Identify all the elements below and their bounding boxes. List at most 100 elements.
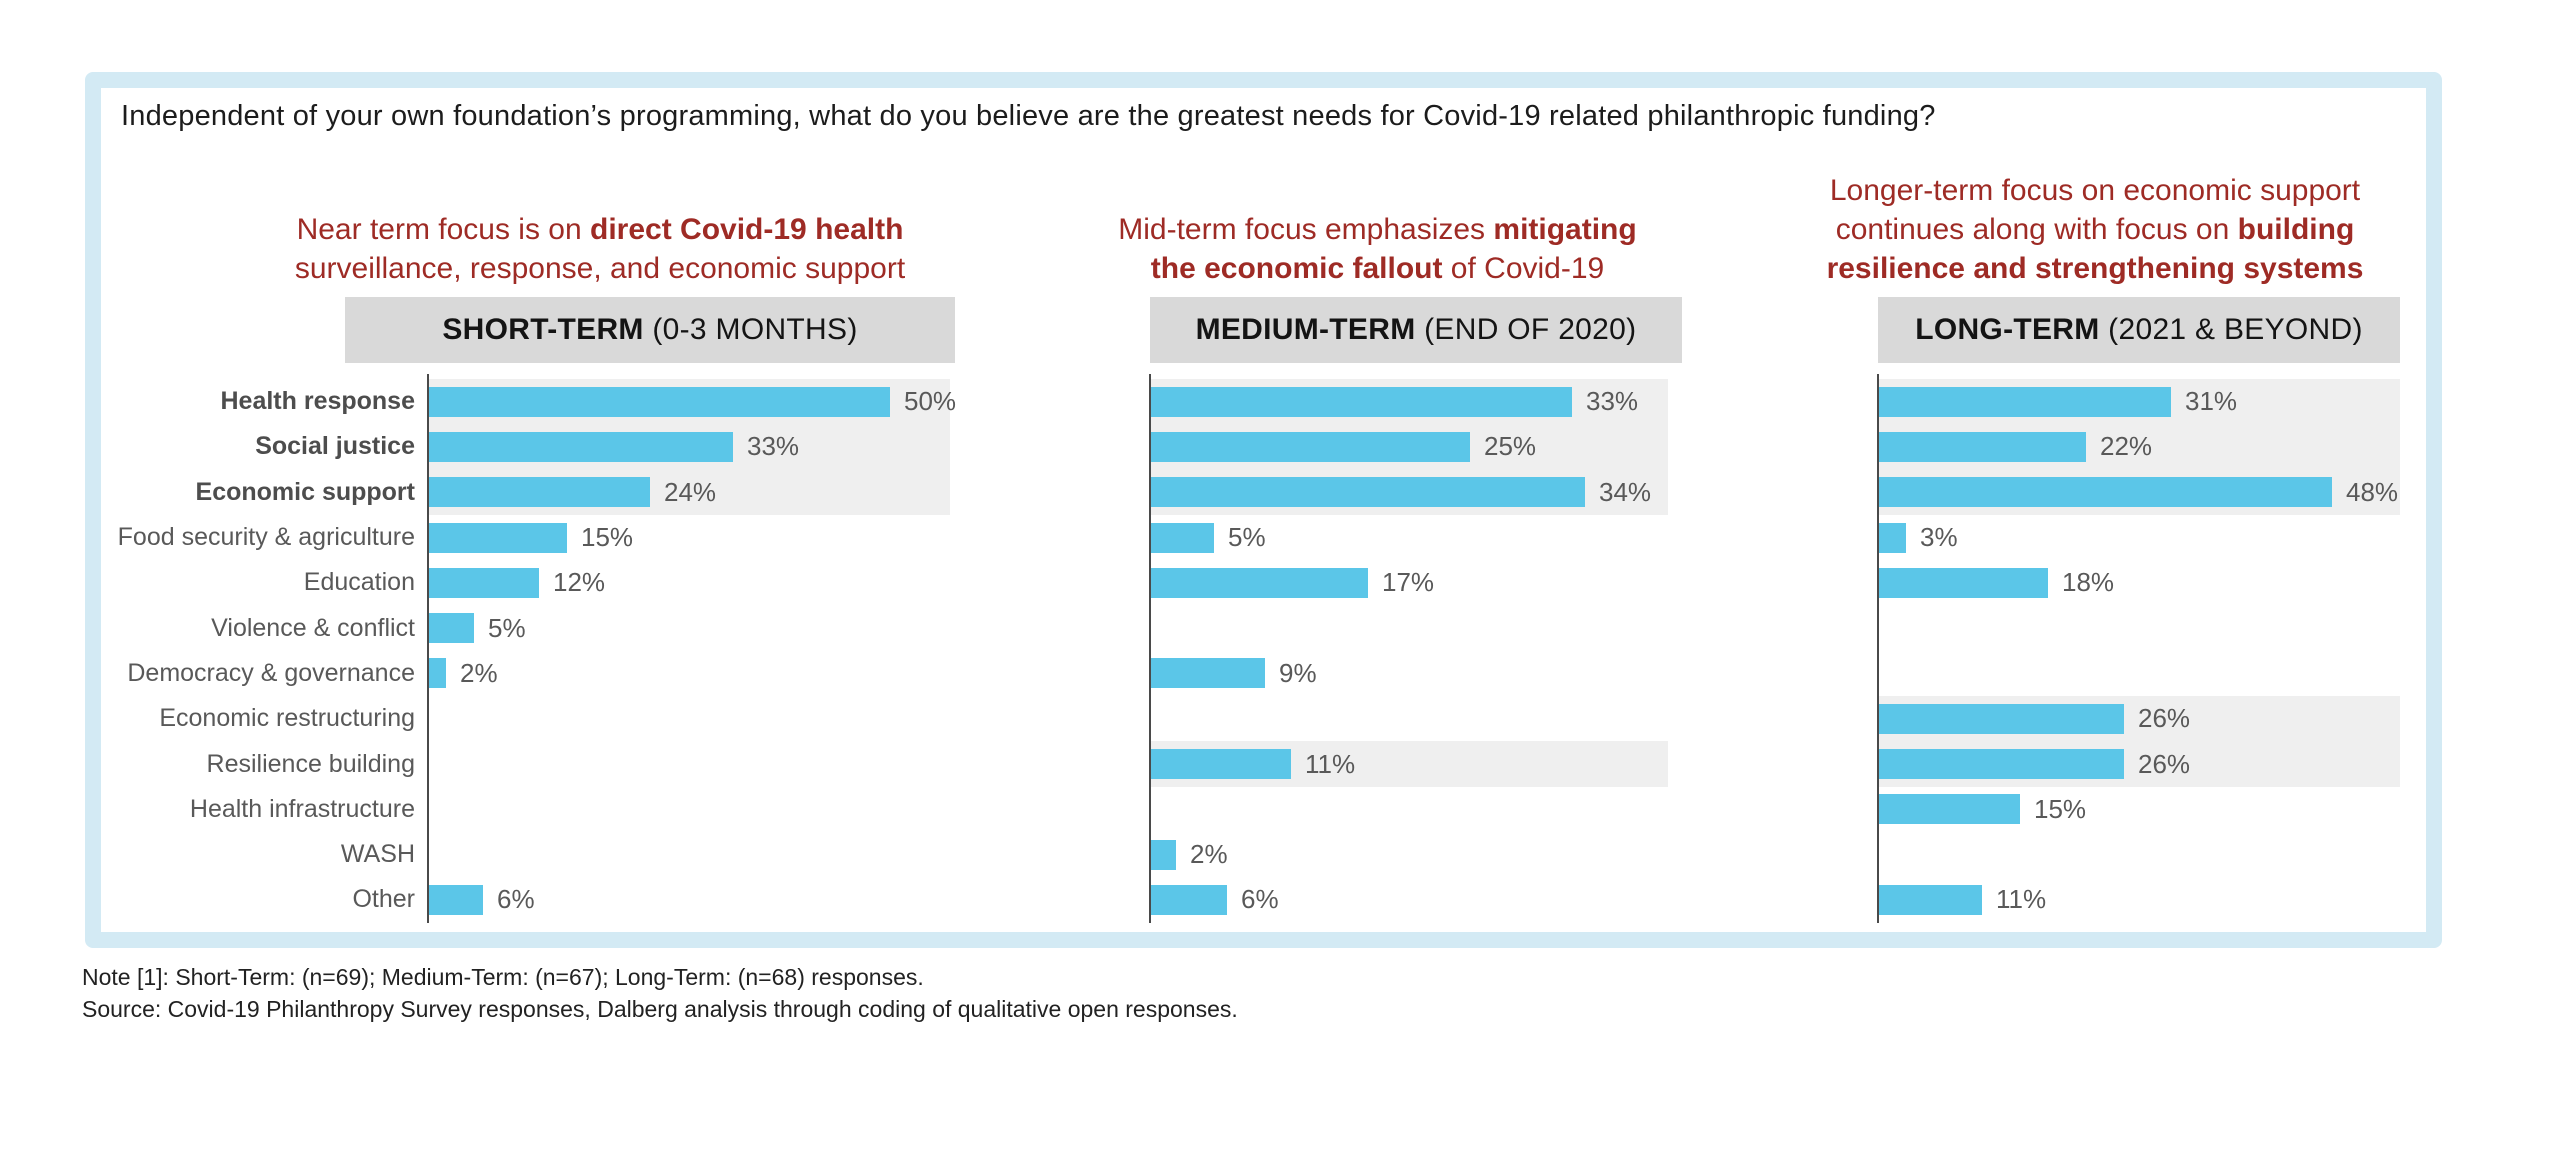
bar xyxy=(428,477,650,508)
value-label: 17% xyxy=(1382,567,1435,598)
annotation-medium-term: Mid-term focus emphasizes mitigating the … xyxy=(1055,210,1700,288)
bar xyxy=(1878,431,2086,462)
footnote-source: Source: Covid-19 Philanthropy Survey res… xyxy=(82,996,1238,1022)
value-label: 2% xyxy=(460,657,498,688)
annotation-short-term: Near term focus is on direct Covid-19 he… xyxy=(240,210,960,288)
bar xyxy=(428,522,567,553)
value-label: 48% xyxy=(2346,476,2399,507)
annotation-segment: Longer-term focus on economic support xyxy=(1829,174,2361,207)
bar xyxy=(1878,749,2124,780)
bar xyxy=(1150,431,1470,462)
value-label: 11% xyxy=(1996,884,2047,915)
axis-line xyxy=(1149,374,1151,923)
panel-header-term-label: LONG-TERM xyxy=(1915,313,2100,346)
value-label: 3% xyxy=(1920,522,1958,553)
category-label: Food security & agriculture xyxy=(117,523,415,552)
panel-header-medium-term: MEDIUM-TERM (END OF 2020) xyxy=(1150,297,1682,363)
value-label: 33% xyxy=(747,431,800,462)
annotation-segment: mitigating xyxy=(1493,213,1637,246)
value-label: 31% xyxy=(2185,386,2238,417)
panel-header-term-label: SHORT-TERM xyxy=(442,313,644,346)
bar xyxy=(428,431,733,462)
panel-header-period-label: (END OF 2020) xyxy=(1415,313,1637,346)
bar xyxy=(428,884,483,915)
category-label: Resilience building xyxy=(206,749,415,778)
axis-line xyxy=(427,374,429,923)
bar xyxy=(1878,794,2020,825)
annotation-long-term: Longer-term focus on economic support con… xyxy=(1760,171,2430,288)
panel-header-term-label: MEDIUM-TERM xyxy=(1195,313,1416,346)
annotation-line: Near term focus is on direct Covid-19 he… xyxy=(240,210,960,249)
footnote-note: Note [1]: Short-Term: (n=69); Medium-Ter… xyxy=(82,964,924,990)
value-label: 6% xyxy=(1241,884,1279,915)
annotation-segment: resilience and strengthening systems xyxy=(1826,252,2364,285)
value-label: 34% xyxy=(1599,476,1652,507)
value-label: 11% xyxy=(1305,748,1356,779)
bar xyxy=(1150,522,1214,553)
panel-header-short-term: SHORT-TERM (0-3 MONTHS) xyxy=(345,297,955,363)
bar xyxy=(1150,884,1227,915)
bar xyxy=(1150,567,1368,598)
bar xyxy=(428,567,539,598)
annotation-line: the economic fallout of Covid-19 xyxy=(1055,249,1700,288)
value-label: 6% xyxy=(497,884,535,915)
annotation-segment: direct Covid-19 health xyxy=(590,213,904,246)
value-label: 25% xyxy=(1484,431,1537,462)
value-label: 26% xyxy=(2138,703,2191,734)
category-label: Economic restructuring xyxy=(159,704,415,733)
annotation-line: surveillance, response, and economic sup… xyxy=(240,249,960,288)
bar xyxy=(1150,658,1265,689)
bar xyxy=(428,613,474,644)
category-label: Social justice xyxy=(255,432,415,461)
bar xyxy=(1878,567,2048,598)
annotation-line: resilience and strengthening systems xyxy=(1760,249,2430,288)
survey-question-title: Independent of your own foundation’s pro… xyxy=(121,100,1936,132)
category-label: Economic support xyxy=(195,477,415,506)
value-label: 2% xyxy=(1190,839,1228,870)
annotation-line: Longer-term focus on economic support xyxy=(1760,171,2430,210)
value-label: 15% xyxy=(2034,793,2087,824)
panel-header-period-label: (2021 & BEYOND) xyxy=(2099,313,2363,346)
annotation-segment: continues along with focus on xyxy=(1835,213,2238,246)
value-label: 9% xyxy=(1279,657,1317,688)
bar xyxy=(428,658,446,689)
category-label: Health infrastructure xyxy=(189,794,415,823)
value-label: 18% xyxy=(2062,567,2115,598)
bar xyxy=(1150,386,1572,417)
annotation-segment: of Covid-19 xyxy=(1442,252,1605,285)
value-label: 5% xyxy=(1228,522,1266,553)
value-label: 12% xyxy=(553,567,606,598)
bar xyxy=(1878,884,1982,915)
annotation-line: Mid-term focus emphasizes mitigating xyxy=(1055,210,1700,249)
category-label: WASH xyxy=(340,840,415,869)
annotation-segment: Mid-term focus emphasizes xyxy=(1118,213,1494,246)
value-label: 50% xyxy=(904,386,957,417)
annotation-segment: the economic fallout xyxy=(1150,252,1443,285)
value-label: 24% xyxy=(664,476,717,507)
annotation-line: continues along with focus on building xyxy=(1760,210,2430,249)
bar xyxy=(1878,386,2171,417)
value-label: 26% xyxy=(2138,748,2191,779)
value-label: 22% xyxy=(2100,431,2153,462)
panel-header-long-term: LONG-TERM (2021 & BEYOND) xyxy=(1878,297,2400,363)
bar xyxy=(1150,749,1291,780)
bar xyxy=(1150,839,1176,870)
panel-header-period-label: (0-3 MONTHS) xyxy=(643,313,858,346)
category-label: Other xyxy=(352,885,415,914)
category-label: Health response xyxy=(220,387,415,416)
bar xyxy=(428,386,890,417)
axis-line xyxy=(1877,374,1879,923)
category-label: Education xyxy=(303,568,415,597)
bar xyxy=(1878,477,2332,508)
bar xyxy=(1878,522,1906,553)
value-label: 33% xyxy=(1586,386,1639,417)
category-label: Democracy & governance xyxy=(127,658,415,687)
annotation-segment: surveillance, response, and economic sup… xyxy=(294,252,906,285)
bar xyxy=(1150,477,1585,508)
bar xyxy=(1878,703,2124,734)
category-label: Violence & conflict xyxy=(211,613,415,642)
annotation-segment: building xyxy=(2237,213,2355,246)
value-label: 5% xyxy=(488,612,526,643)
annotation-segment: Near term focus is on xyxy=(296,213,591,246)
value-label: 15% xyxy=(581,522,634,553)
